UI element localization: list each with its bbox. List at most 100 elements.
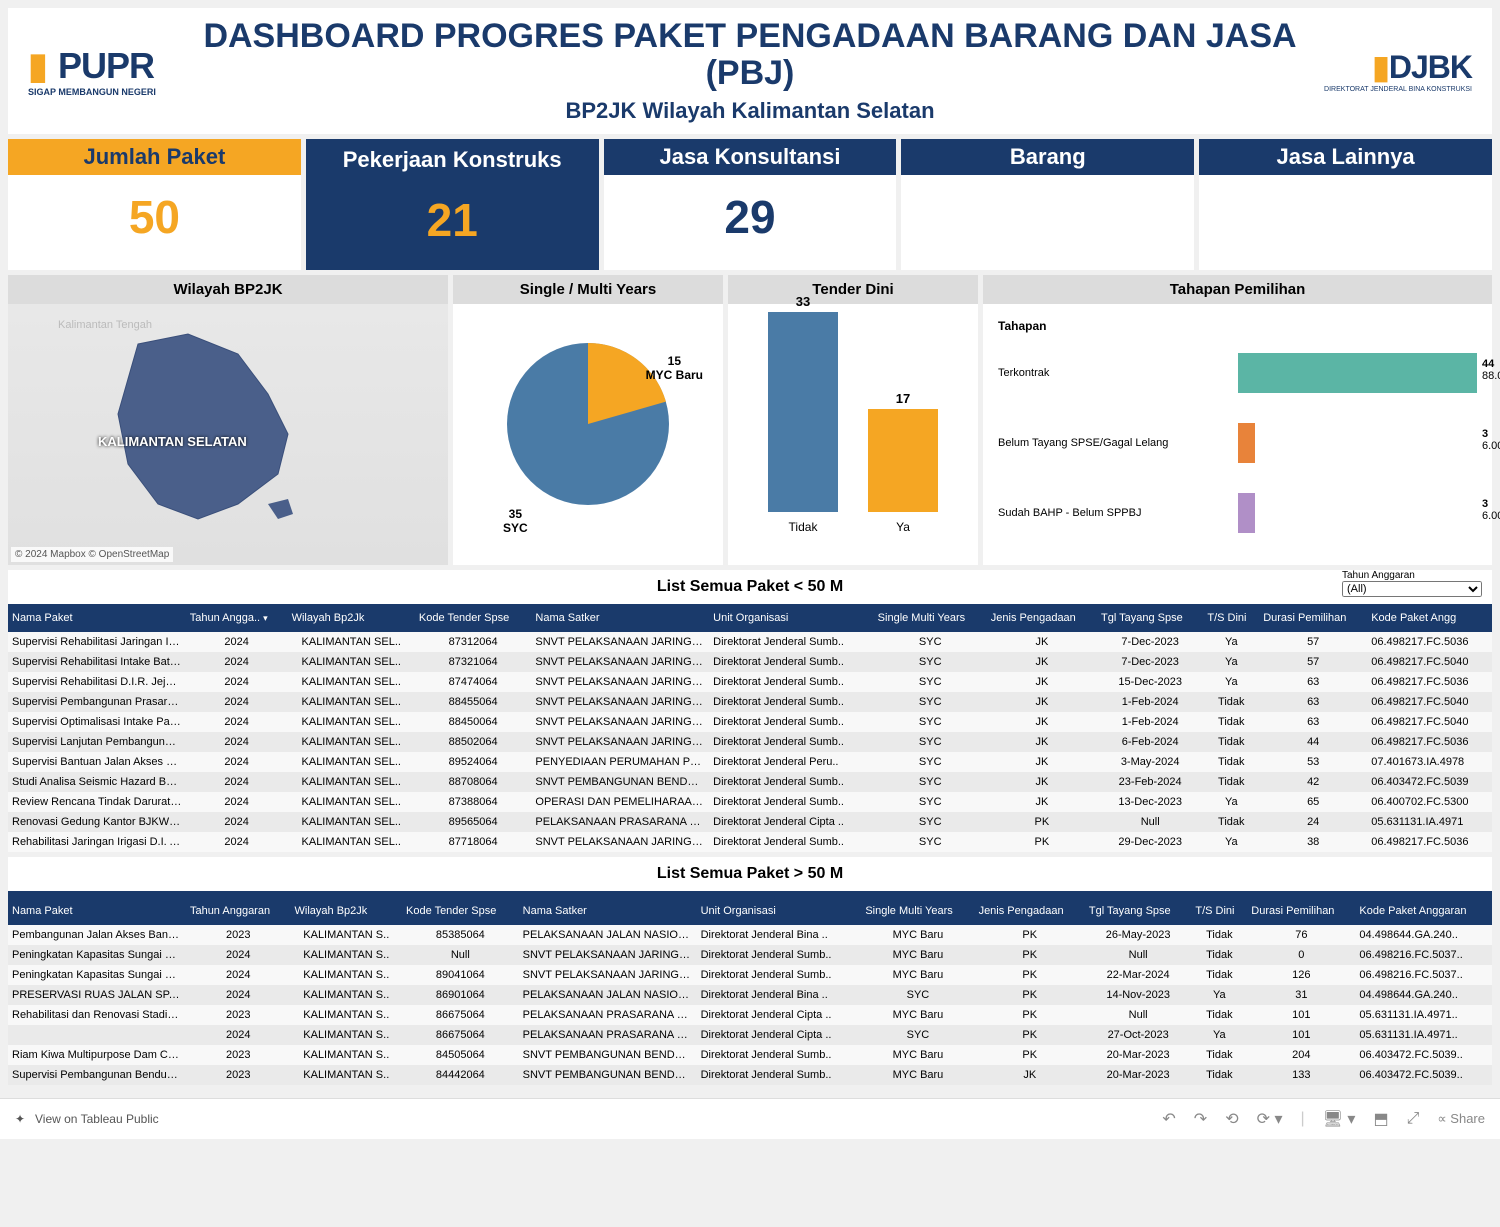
tender-chart[interactable]: Tender Dini 33Tidak17Ya bbox=[728, 275, 978, 565]
column-header[interactable]: T/S Dini bbox=[1203, 604, 1259, 632]
table1-filter: Tahun Anggaran (All) bbox=[1342, 570, 1482, 597]
column-header[interactable]: Nama Satker bbox=[531, 604, 709, 632]
fullscreen-icon[interactable]: ⤢ bbox=[1407, 1110, 1420, 1128]
filter-tahun-anggaran[interactable]: (All) bbox=[1342, 581, 1482, 597]
pie-chart-title: Single / Multi Years bbox=[453, 275, 723, 304]
kpi-jumlah-label: Jumlah Paket bbox=[8, 139, 301, 175]
tender-bar-ya[interactable]: 17Ya bbox=[868, 391, 938, 534]
table-row[interactable]: 2024KALIMANTAN S..86675064PELAKSANAAN PR… bbox=[8, 1025, 1492, 1045]
map-body[interactable]: Kalimantan Tengah KALIMANTAN SELATAN © 2… bbox=[8, 304, 448, 565]
redo-icon[interactable]: ↷ bbox=[1194, 1109, 1207, 1129]
kpi-jumlah-value: 50 bbox=[13, 190, 296, 244]
kpi-barang-label: Barang bbox=[901, 139, 1194, 175]
table-row[interactable]: Peningkatan Kapasitas Sungai Vete..2024K… bbox=[8, 965, 1492, 985]
tender-bar-tidak[interactable]: 33Tidak bbox=[768, 294, 838, 534]
column-header[interactable]: Nama Satker bbox=[519, 891, 697, 925]
kpi-lain-label: Jasa Lainnya bbox=[1199, 139, 1492, 175]
column-header[interactable]: Kode Tender Spse bbox=[415, 604, 532, 632]
table-row[interactable]: Rehabilitasi Jaringan Irigasi D.I. A..20… bbox=[8, 832, 1492, 852]
table-row[interactable]: PRESERVASI RUAS JALAN SP. HAND..2024KALI… bbox=[8, 985, 1492, 1005]
table-row[interactable]: Supervisi Rehabilitasi Intake Batu ..202… bbox=[8, 652, 1492, 672]
tahapan-row[interactable]: Terkontrak4488.00% bbox=[998, 348, 1477, 398]
logo-pupr-text: PUPR bbox=[58, 45, 154, 86]
filter-label: Tahun Anggaran bbox=[1342, 570, 1482, 581]
column-header[interactable]: Single Multi Years bbox=[861, 891, 974, 925]
dashboard-title: DASHBOARD PROGRES PAKET PENGADAAN BARANG… bbox=[188, 18, 1312, 93]
refresh-icon[interactable]: ⟳ ▾ bbox=[1257, 1109, 1283, 1129]
column-header[interactable]: Wilayah Bp2Jk bbox=[291, 891, 403, 925]
table-gt50[interactable]: Nama PaketTahun AnggaranWilayah Bp2JkKod… bbox=[8, 891, 1492, 1085]
view-on-tableau[interactable]: ✦ View on Tableau Public bbox=[15, 1112, 159, 1126]
column-header[interactable]: Kode Tender Spse bbox=[402, 891, 519, 925]
tahapan-body: Tahapan Terkontrak4488.00% Belum Tayang S… bbox=[983, 304, 1492, 573]
table-row[interactable]: Supervisi Optimalisasi Intake Pari..2024… bbox=[8, 712, 1492, 732]
map-chart[interactable]: Wilayah BP2JK Kalimantan Tengah KALIMANT… bbox=[8, 275, 448, 565]
column-header[interactable]: Tahun Angga.. ▾ bbox=[186, 604, 288, 632]
device-icon[interactable]: 🖥 ▾ bbox=[1323, 1109, 1356, 1129]
table-row[interactable]: Supervisi Lanjutan Pembangunan..2024KALI… bbox=[8, 732, 1492, 752]
logo-pupr: ▮PUPR SIGAP MEMBANGUN NEGERI bbox=[28, 45, 188, 97]
revert-icon[interactable]: ⟲ bbox=[1225, 1109, 1238, 1129]
undo-icon[interactable]: ↶ bbox=[1162, 1109, 1175, 1129]
column-header[interactable]: Tgl Tayang Spse bbox=[1085, 891, 1191, 925]
column-header[interactable]: Tahun Anggaran bbox=[186, 891, 291, 925]
table1-header-row: Nama PaketTahun Angga.. ▾Wilayah Bp2JkKo… bbox=[8, 604, 1492, 632]
kpi-pekerjaan-value: 21 bbox=[311, 193, 594, 247]
table-row[interactable]: Peningkatan Kapasitas Sungai Guri..2024K… bbox=[8, 945, 1492, 965]
table-lt50[interactable]: Nama PaketTahun Angga.. ▾Wilayah Bp2JkKo… bbox=[8, 604, 1492, 852]
share-button[interactable]: ∝ Share bbox=[1437, 1111, 1485, 1127]
logo-djbk-tagline: DIREKTORAT JENDERAL BINA KONSTRUKSI bbox=[1312, 86, 1472, 93]
column-header[interactable]: Jenis Pengadaan bbox=[987, 604, 1097, 632]
column-header[interactable]: Wilayah Bp2Jk bbox=[288, 604, 415, 632]
kpi-jasa-label: Jasa Konsultansi bbox=[604, 139, 897, 175]
table-row[interactable]: Supervisi Bantuan Jalan Akses Per..2024K… bbox=[8, 752, 1492, 772]
column-header[interactable]: Kode Paket Anggaran bbox=[1355, 891, 1492, 925]
table-row[interactable]: Studi Analisa Seismic Hazard Ben..2024KA… bbox=[8, 772, 1492, 792]
kpi-pekerjaan-konstruksi[interactable]: Pekerjaan Konstruks 21 bbox=[306, 139, 599, 270]
kpi-jasa-value: 29 bbox=[609, 190, 892, 244]
pie-chart[interactable]: Single / Multi Years 15 MYC Baru 35 SYC bbox=[453, 275, 723, 565]
table-row[interactable]: Supervisi Pembangunan Prasaran..2024KALI… bbox=[8, 692, 1492, 712]
kpi-jasa-lainnya[interactable]: Jasa Lainnya bbox=[1199, 139, 1492, 270]
table-row[interactable]: Renovasi Gedung Kantor BJKW V ..2024KALI… bbox=[8, 812, 1492, 832]
map-chart-title: Wilayah BP2JK bbox=[8, 275, 448, 304]
kpi-barang[interactable]: Barang bbox=[901, 139, 1194, 270]
table-row[interactable]: Supervisi Pembangunan Bendunga..2023KALI… bbox=[8, 1065, 1492, 1085]
download-icon[interactable]: ⬒ bbox=[1373, 1109, 1388, 1129]
kpi-pekerjaan-label: Pekerjaan Konstruks bbox=[311, 149, 594, 183]
table2-header-row: Nama PaketTahun AnggaranWilayah Bp2JkKod… bbox=[8, 891, 1492, 925]
tableau-icon: ✦ bbox=[15, 1112, 29, 1126]
column-header[interactable]: Nama Paket bbox=[8, 891, 186, 925]
column-header[interactable]: Unit Organisasi bbox=[709, 604, 874, 632]
charts-row: Wilayah BP2JK Kalimantan Tengah KALIMANT… bbox=[8, 275, 1492, 565]
logo-pupr-tagline: SIGAP MEMBANGUN NEGERI bbox=[28, 87, 188, 97]
pie-body: 15 MYC Baru 35 SYC bbox=[453, 304, 723, 565]
kpi-jumlah-paket[interactable]: Jumlah Paket 50 bbox=[8, 139, 301, 270]
logo-djbk: ▮DJBK DIREKTORAT JENDERAL BINA KONSTRUKS… bbox=[1312, 48, 1472, 93]
table2-title: List Semua Paket > 50 M bbox=[8, 857, 1492, 891]
column-header[interactable]: Jenis Pengadaan bbox=[975, 891, 1085, 925]
tahapan-chart[interactable]: Tahapan Pemilihan Tahapan Terkontrak4488… bbox=[983, 275, 1492, 565]
table-row[interactable]: Rehabilitasi dan Renovasi Stadion Demang… bbox=[8, 1005, 1492, 1025]
pie-label-myc: 15 MYC Baru bbox=[646, 354, 703, 382]
kpi-jasa-konsultansi[interactable]: Jasa Konsultansi 29 bbox=[604, 139, 897, 270]
table-row[interactable]: Supervisi Rehabilitasi D.I.R. Jejang..20… bbox=[8, 672, 1492, 692]
title-block: DASHBOARD PROGRES PAKET PENGADAAN BARANG… bbox=[188, 18, 1312, 124]
column-header[interactable]: T/S Dini bbox=[1191, 891, 1247, 925]
tahapan-axis-label: Tahapan bbox=[998, 319, 1477, 333]
column-header[interactable]: Unit Organisasi bbox=[697, 891, 862, 925]
table-row[interactable]: Pembangunan Jalan Akses Bandara..2023KAL… bbox=[8, 925, 1492, 945]
column-header[interactable]: Single Multi Years bbox=[874, 604, 987, 632]
column-header[interactable]: Durasi Pemilihan bbox=[1259, 604, 1367, 632]
view-on-tableau-label: View on Tableau Public bbox=[35, 1112, 159, 1126]
table-row[interactable]: Riam Kiwa Multipurpose Dam Cons..2023KAL… bbox=[8, 1045, 1492, 1065]
table-row[interactable]: Supervisi Rehabilitasi Jaringan Irig..20… bbox=[8, 632, 1492, 652]
column-header[interactable]: Nama Paket bbox=[8, 604, 186, 632]
column-header[interactable]: Durasi Pemilihan bbox=[1247, 891, 1355, 925]
column-header[interactable]: Kode Paket Angg bbox=[1367, 604, 1492, 632]
column-header[interactable]: Tgl Tayang Spse bbox=[1097, 604, 1203, 632]
dashboard-header: ▮PUPR SIGAP MEMBANGUN NEGERI DASHBOARD P… bbox=[8, 8, 1492, 134]
tahapan-row[interactable]: Belum Tayang SPSE/Gagal Lelang36.00% bbox=[998, 418, 1477, 468]
table-row[interactable]: Review Rencana Tindak Darurat d..2024KAL… bbox=[8, 792, 1492, 812]
tahapan-row[interactable]: Sudah BAHP - Belum SPPBJ36.00% bbox=[998, 488, 1477, 538]
